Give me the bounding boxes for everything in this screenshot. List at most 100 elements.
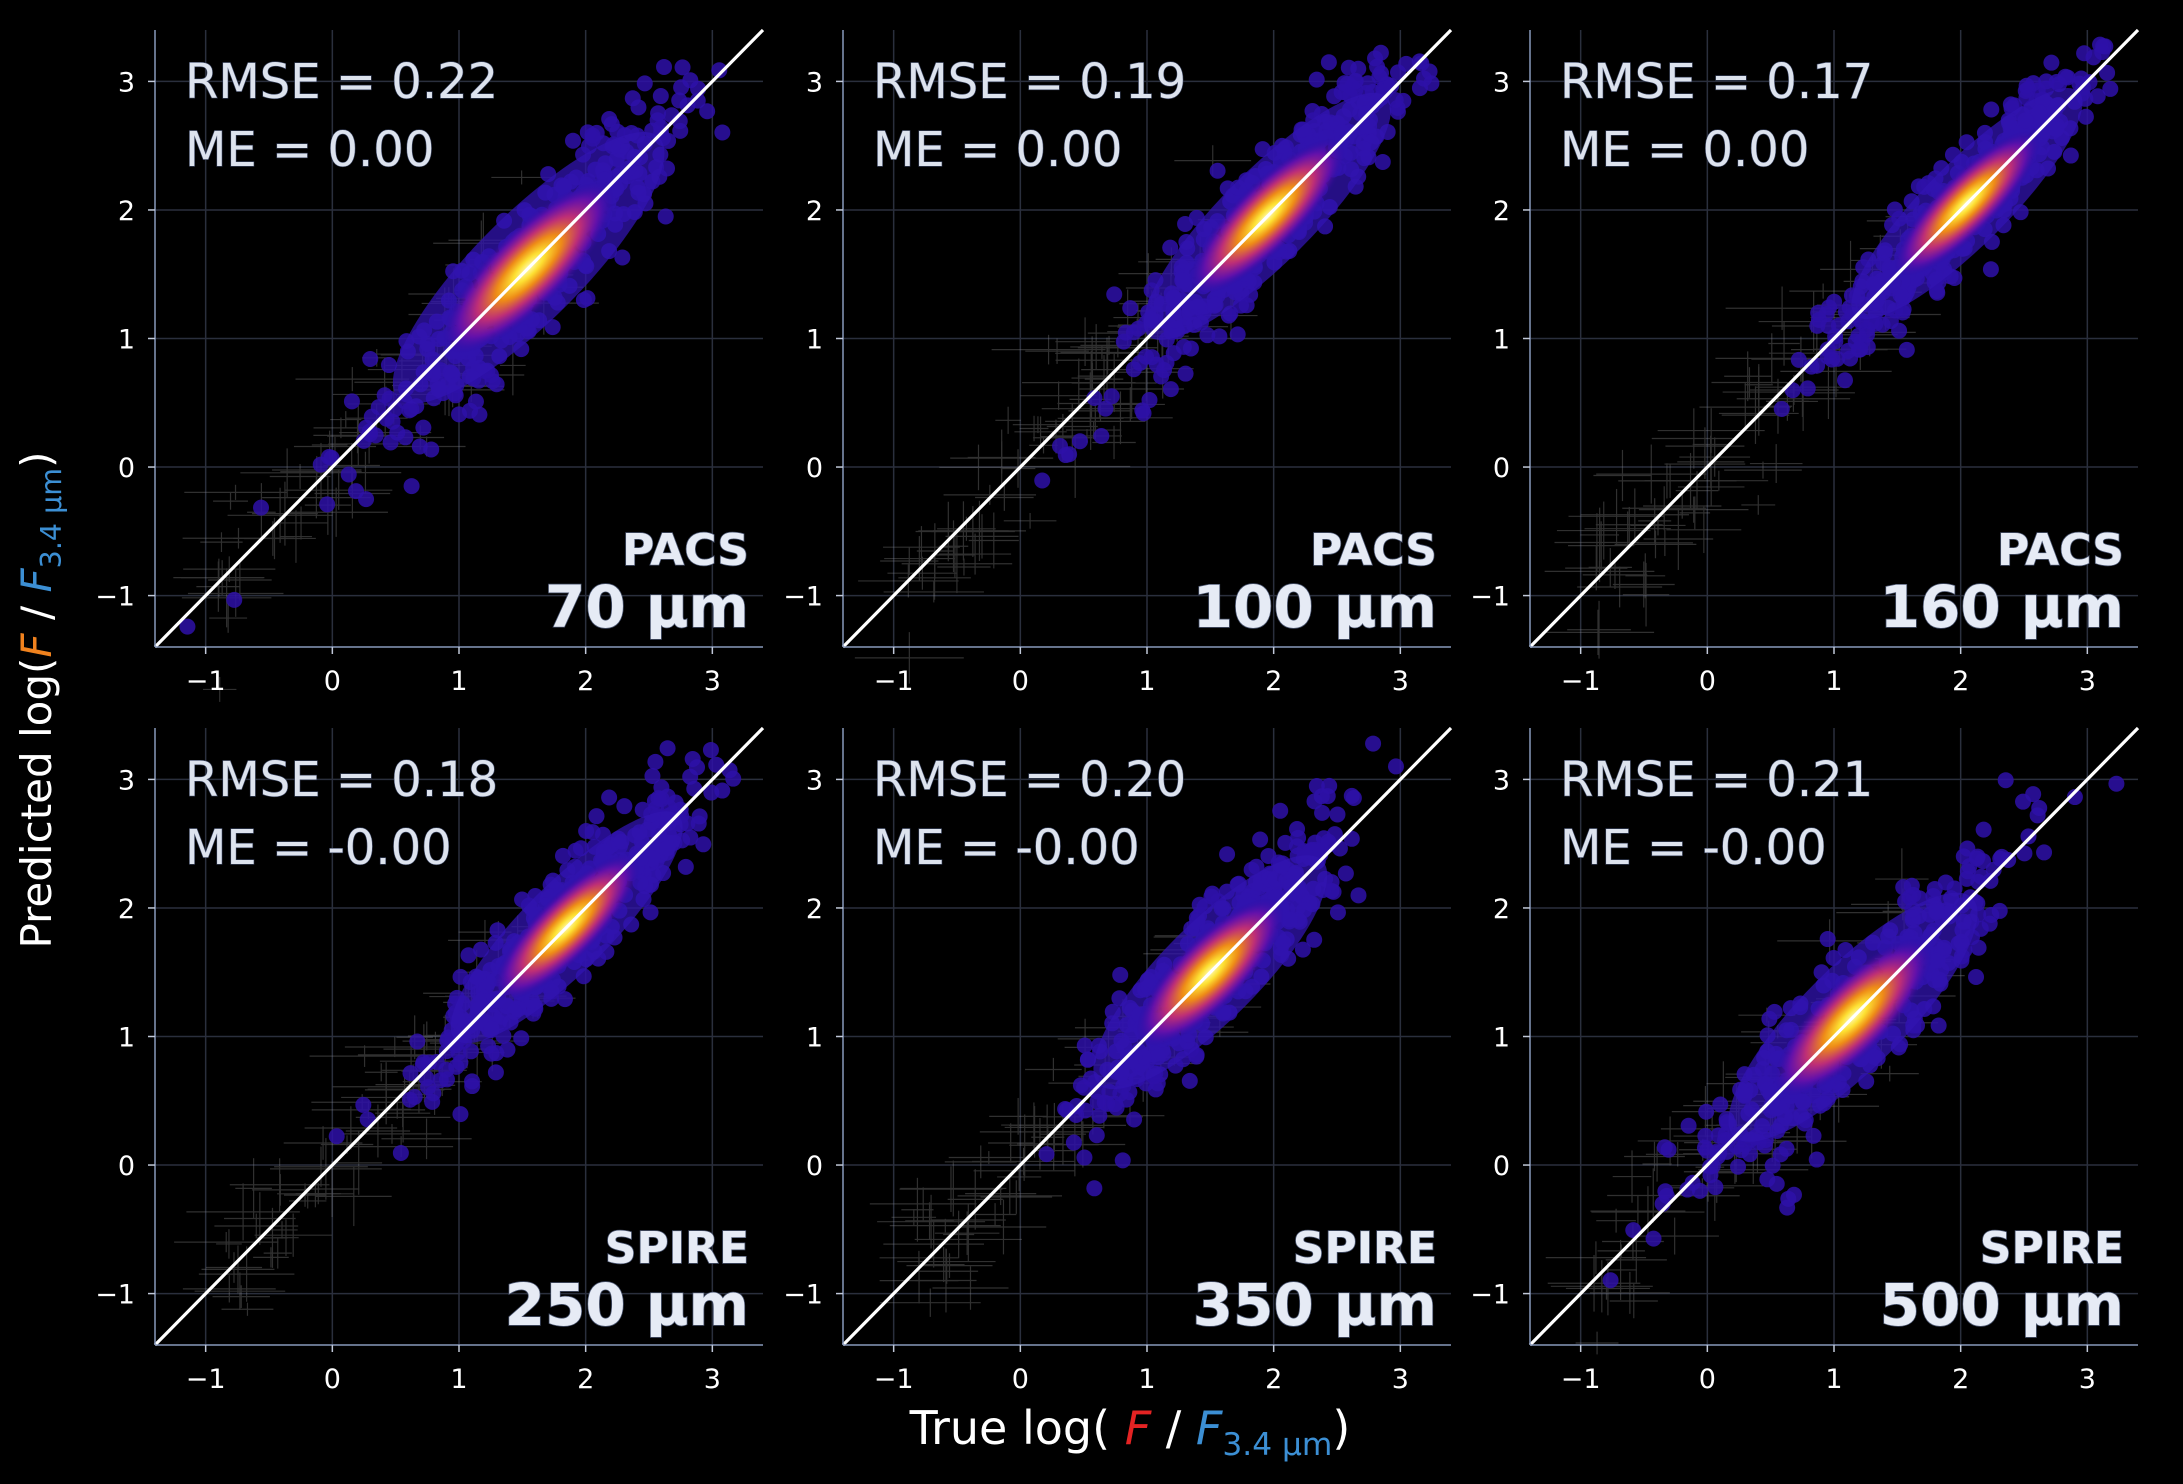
identity-line	[841, 28, 1453, 649]
scatter-point	[1125, 324, 1142, 341]
scatter-point	[1968, 850, 1985, 867]
scatter-point	[673, 79, 690, 96]
scatter-point	[1077, 1102, 1094, 1119]
instrument-label: PACS	[1997, 525, 2124, 576]
me-label: ME = 0.00	[185, 122, 434, 178]
instrument-label: SPIRE	[605, 1223, 749, 1274]
scatter-point	[1975, 821, 1992, 838]
y-tick-label: −1	[783, 1280, 823, 1311]
x-tick-label: 2	[1952, 1364, 1969, 1395]
x-tick-label: 2	[1265, 666, 1282, 697]
scatter-point	[636, 75, 653, 92]
scatter-point	[1387, 758, 1404, 775]
scatter-point	[411, 438, 428, 455]
scatter-point	[1696, 1139, 1713, 1156]
y-tick-label: 2	[1493, 196, 1510, 227]
y-tick-label: 0	[1493, 1151, 1510, 1182]
instrument-label: PACS	[1310, 525, 1437, 576]
scatter-point	[1821, 299, 1838, 316]
scatter-point	[1126, 1111, 1143, 1128]
scatter-point	[1972, 920, 1989, 937]
scatter-point	[1153, 368, 1170, 385]
scatter-point	[1290, 829, 1307, 846]
y-tick-label: 1	[806, 325, 823, 356]
y-tick-label: 0	[118, 1151, 135, 1182]
scatter-point	[402, 1065, 419, 1082]
scatter-point	[1345, 790, 1362, 807]
y-tick-label: 3	[806, 765, 823, 796]
scatter-point	[2094, 44, 2111, 61]
scatter-point	[1829, 350, 1846, 367]
scatter-point	[702, 741, 719, 758]
scatter-point	[1423, 75, 1440, 92]
x-axis-label-suffix: )	[1332, 1401, 1351, 1456]
scatter-point	[2081, 74, 2098, 91]
scatter-point	[686, 780, 703, 797]
scatter-point	[460, 947, 477, 964]
scatter-point	[1175, 338, 1192, 355]
scatter-point	[1790, 351, 1807, 368]
scatter-point	[674, 59, 691, 76]
x-tick-label: 1	[1825, 1364, 1842, 1395]
scatter-point	[711, 62, 728, 79]
y-axis-label-f: F	[12, 633, 62, 658]
scatter-point	[579, 290, 596, 307]
y-tick-label: 0	[118, 453, 135, 484]
scatter-point	[1114, 1152, 1131, 1169]
scatter-point	[1720, 1131, 1737, 1148]
scatter-point	[657, 208, 674, 225]
scatter-point	[1308, 778, 1325, 795]
y-tick-label: 2	[118, 894, 135, 925]
x-tick-label: 0	[1699, 1364, 1716, 1395]
panel-4: −1 0 1 2 3 −1 0 1 2 3 RMSE = 0.18 ME = -0.00 SPIRE25…	[95, 726, 765, 1395]
y-tick-label: −1	[1470, 582, 1510, 613]
y-tick-label: 1	[1493, 325, 1510, 356]
rmse-label: RMSE = 0.17	[1560, 54, 1873, 110]
scatter-point	[403, 478, 420, 495]
panel-2: −1 0 1 2 3 −1 0 1 2 3 RMSE = 0.19 ME = 0.00 PACS100 …	[783, 28, 1453, 697]
x-tick-label: 1	[1825, 666, 1842, 697]
scatter-point	[1730, 1158, 1747, 1175]
scatter-point	[1808, 1151, 1825, 1168]
scatter-point	[1867, 315, 1884, 332]
x-tick-label: 3	[1392, 666, 1409, 697]
identity-line	[1528, 28, 2140, 649]
scatter-point	[1836, 372, 1853, 389]
scatter-point	[425, 1085, 442, 1102]
scatter-point	[2018, 77, 2035, 94]
x-axis-label-sub: 3.4 µm	[1222, 1426, 1333, 1463]
scatter-point	[652, 88, 669, 105]
scatter-point	[1093, 427, 1110, 444]
scatter-point	[1698, 1103, 1715, 1120]
x-tick-label: 2	[1265, 1364, 1282, 1395]
x-axis-label-f: F	[1124, 1401, 1152, 1456]
scatter-point	[473, 941, 490, 958]
scatter-point	[2089, 88, 2106, 105]
x-tick-label: 1	[450, 666, 467, 697]
scatter-point	[384, 413, 401, 430]
scatter-point	[642, 904, 659, 921]
scatter-point	[1367, 50, 1384, 67]
scatter-point	[1985, 861, 2002, 878]
scatter-point	[1141, 392, 1158, 409]
scatter-point	[1096, 1094, 1113, 1111]
x-tick-label: 0	[1699, 666, 1716, 697]
y-tick-label: 1	[1493, 1023, 1510, 1054]
me-label: ME = 0.00	[873, 122, 1122, 178]
scatter-point	[1272, 802, 1289, 819]
y-tick-label: 2	[118, 196, 135, 227]
scatter-point	[1359, 75, 1376, 92]
y-tick-label: 0	[806, 453, 823, 484]
rmse-label: RMSE = 0.19	[873, 54, 1186, 110]
scatter-point	[2062, 147, 2079, 164]
scatter-point	[1968, 969, 1985, 986]
scatter-point	[355, 1096, 372, 1113]
scatter-point	[1097, 400, 1114, 417]
scatter-point	[179, 618, 196, 635]
scatter-point	[1306, 931, 1323, 948]
x-tick-label: 1	[1138, 666, 1155, 697]
scatter-point	[672, 122, 689, 139]
y-tick-label: 1	[806, 1023, 823, 1054]
scatter-point	[1091, 1107, 1108, 1124]
